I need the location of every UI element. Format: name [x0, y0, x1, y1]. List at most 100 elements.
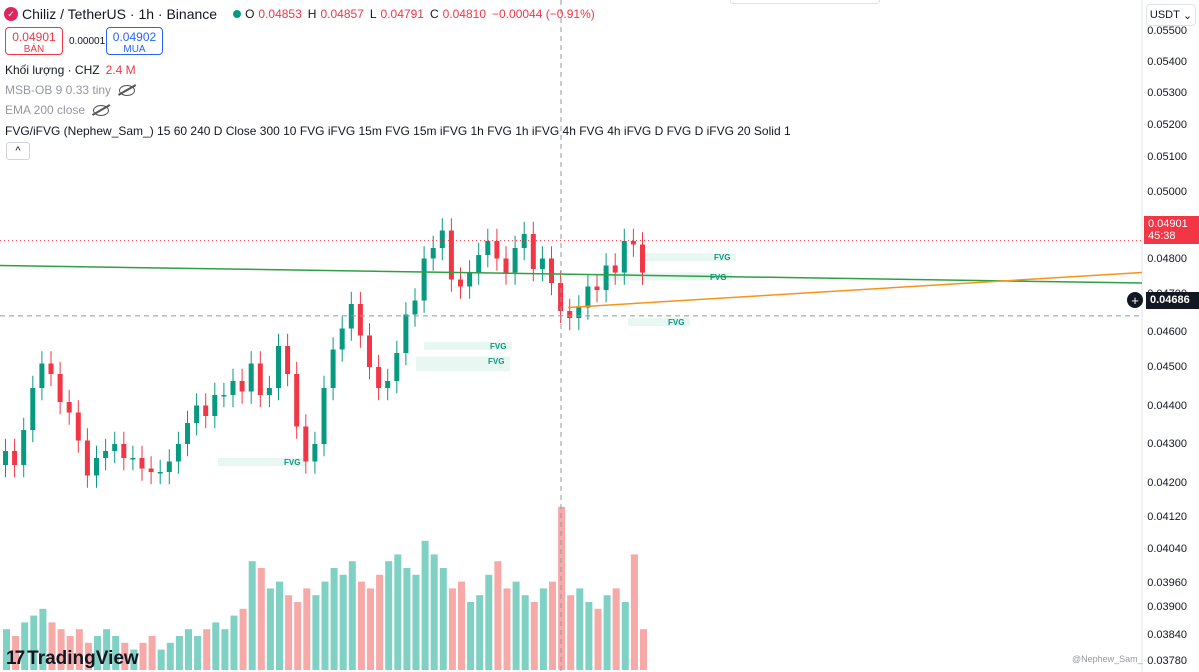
- bar-countdown: 45:38: [1148, 230, 1176, 242]
- volume-bar: [603, 595, 611, 670]
- volume-bar: [339, 574, 347, 670]
- volume-bar: [21, 622, 29, 670]
- buy-label: MUA: [123, 44, 146, 55]
- indicator-volume[interactable]: Khối lượng · CHZ 2.4 M: [5, 63, 136, 77]
- volume-bar: [421, 540, 429, 670]
- currency-label: USDT: [1149, 9, 1180, 21]
- volume-bar: [194, 636, 202, 670]
- volume-bar: [430, 554, 438, 670]
- candle-body: [458, 279, 463, 287]
- open-value: 0.04853: [258, 7, 302, 21]
- volume-bar: [521, 595, 529, 670]
- volume-bar: [103, 629, 111, 670]
- volume-bar: [257, 568, 265, 670]
- volume-value: 2.4 M: [105, 63, 136, 77]
- price-tick-label: 0.05400: [1147, 56, 1187, 68]
- trend-line: [567, 271, 1143, 309]
- tradingview-logo[interactable]: 17 TradingView: [6, 648, 139, 670]
- logo-text: TradingView: [27, 648, 139, 669]
- candle-body: [539, 258, 545, 269]
- candle-body: [303, 426, 309, 462]
- candle-body: [403, 314, 409, 353]
- add-alert-icon[interactable]: +: [1127, 292, 1143, 308]
- fvg-zone-label: FVG: [488, 356, 505, 366]
- volume-bar: [367, 588, 374, 670]
- candle-body: [48, 363, 54, 374]
- volume-bar: [148, 636, 156, 670]
- volume-bar: [276, 581, 283, 670]
- volume-bar: [530, 602, 538, 670]
- indicator-msb-ob[interactable]: MSB-OB 9 0.33 tiny: [5, 83, 136, 97]
- candle-body: [367, 335, 372, 367]
- volume-bar: [239, 608, 247, 670]
- candle-body: [84, 440, 90, 476]
- volume-bar: [594, 608, 602, 670]
- candle-body: [175, 444, 181, 462]
- crosshair-price-tag: 0.04686: [1146, 292, 1199, 309]
- volume-bar: [30, 615, 38, 670]
- candle-body: [94, 458, 99, 476]
- volume-bar: [467, 602, 475, 670]
- chevron-up-icon: ^: [15, 145, 21, 157]
- last-price-value: 0.04901: [1148, 218, 1188, 230]
- buy-button[interactable]: 0.04902 MUA: [106, 27, 163, 55]
- candle-body: [330, 349, 336, 388]
- candle-body: [157, 472, 163, 474]
- volume-bar: [166, 642, 174, 670]
- chevron-down-icon: ⌄: [1182, 9, 1193, 22]
- currency-selector[interactable]: USDT ⌄: [1146, 4, 1196, 26]
- fvg-zone: [600, 272, 732, 281]
- candle-body: [530, 234, 536, 269]
- indicator-fvg[interactable]: FVG/iFVG (Nephew_Sam_) 15 60 240 D Close…: [5, 124, 791, 138]
- candle-body: [21, 430, 27, 465]
- volume-bar: [612, 588, 620, 670]
- volume-bar: [248, 561, 256, 670]
- candle-body: [485, 241, 491, 255]
- candle-body: [603, 265, 609, 290]
- candle-body: [3, 451, 8, 465]
- fvg-zone: [218, 458, 306, 466]
- volume-bar: [585, 602, 593, 670]
- candle-body: [357, 304, 363, 336]
- sell-button[interactable]: 0.04901 BÁN: [5, 27, 63, 55]
- fvg-zone-label: FVG: [714, 253, 731, 263]
- candle-body: [394, 353, 400, 381]
- volume-bar: [576, 588, 584, 670]
- buy-price: 0.04902: [112, 30, 157, 44]
- candle-body: [257, 363, 263, 395]
- volume-bar: [48, 622, 56, 670]
- candle-body: [448, 230, 454, 280]
- volume-bar: [412, 574, 420, 670]
- eye-off-icon[interactable]: [119, 84, 136, 96]
- volume-bar: [75, 629, 83, 670]
- candle-body: [12, 451, 18, 465]
- indicator-ema[interactable]: EMA 200 close: [5, 103, 110, 117]
- candle-body: [212, 395, 218, 416]
- volume-bar: [175, 636, 183, 670]
- low-value: 0.04791: [380, 7, 424, 21]
- fvg-zone-label: FVG: [490, 341, 507, 351]
- last-price-tag: 0.04901 45:38: [1144, 216, 1199, 244]
- price-tick-label: 0.05300: [1147, 87, 1187, 99]
- symbol-title[interactable]: Chiliz / TetherUS · 1h · Binance: [22, 6, 218, 22]
- candle-body: [185, 423, 190, 444]
- change-value: −0.00044 (−0.91%): [492, 7, 595, 21]
- market-status-icon: [233, 10, 242, 18]
- candle-body: [576, 307, 582, 318]
- candle-body: [103, 451, 109, 458]
- eye-off-icon[interactable]: [93, 104, 110, 116]
- volume-bar: [294, 602, 302, 670]
- candle-body: [585, 286, 591, 308]
- candle-body: [130, 458, 136, 460]
- price-tick-label: 0.05500: [1147, 25, 1187, 37]
- candle-body: [512, 248, 518, 273]
- collapse-indicators-button[interactable]: ^: [6, 142, 30, 160]
- volume-bar: [139, 642, 147, 670]
- price-tick-label: 0.04500: [1147, 361, 1187, 373]
- candle-body: [412, 300, 418, 315]
- price-tick-label: 0.03840: [1147, 629, 1187, 641]
- price-tick-label: 0.04600: [1147, 326, 1187, 338]
- volume-bar: [640, 629, 647, 670]
- top-toolbar-edge: [730, 0, 880, 4]
